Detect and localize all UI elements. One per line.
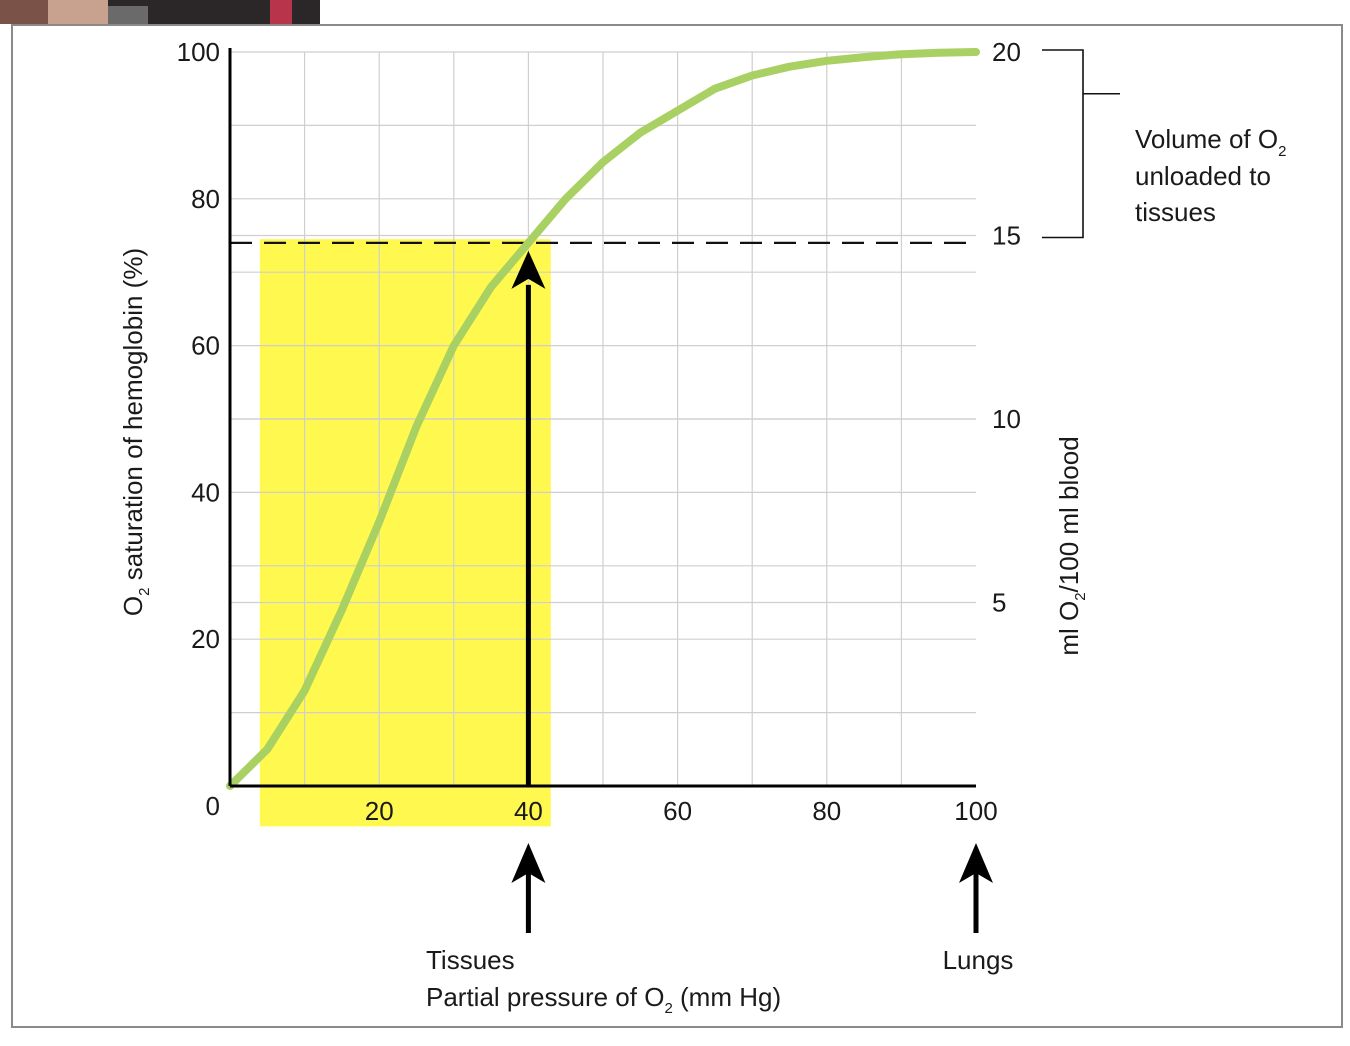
x-axis-title: Partial pressure of O2 (mm Hg) xyxy=(426,982,781,1017)
x-tick-label: 60 xyxy=(663,796,692,826)
y-tick-label: 20 xyxy=(191,624,220,654)
tissues-arrow-head xyxy=(511,843,546,883)
volume-unloaded-label: Volume of O2 unloaded to tissues xyxy=(1135,124,1294,227)
y2-axis-title: ml O2/100 ml blood xyxy=(1054,436,1089,655)
y2-tick-label: 5 xyxy=(992,588,1006,618)
chart-arrow-head xyxy=(511,250,546,289)
y-tick-label: 100 xyxy=(177,37,220,67)
lungs-arrow-head xyxy=(959,843,993,883)
y-tick-label: 80 xyxy=(191,184,220,214)
saturation-curve xyxy=(226,48,980,790)
y-tick-label: 40 xyxy=(191,477,220,507)
volume-bracket xyxy=(1042,49,1084,239)
y-axis-title: O2 saturation of hemoglobin (%) xyxy=(118,248,153,616)
y2-tick-label: 20 xyxy=(992,37,1021,67)
lungs-label: Lungs xyxy=(943,945,1014,975)
y2-tick-label: 15 xyxy=(992,221,1021,251)
y-tick-label: 60 xyxy=(191,331,220,361)
y-tick-label: 0 xyxy=(206,791,220,821)
x-tick-label: 20 xyxy=(365,796,394,826)
highlight-region xyxy=(259,239,551,827)
photo-corner xyxy=(0,0,320,24)
x-tick-label: 100 xyxy=(954,796,997,826)
x-tick-label: 80 xyxy=(812,796,841,826)
x-tick-label: 40 xyxy=(514,796,543,826)
y2-tick-label: 10 xyxy=(992,404,1021,434)
tissues-label: Tissues xyxy=(426,945,515,975)
